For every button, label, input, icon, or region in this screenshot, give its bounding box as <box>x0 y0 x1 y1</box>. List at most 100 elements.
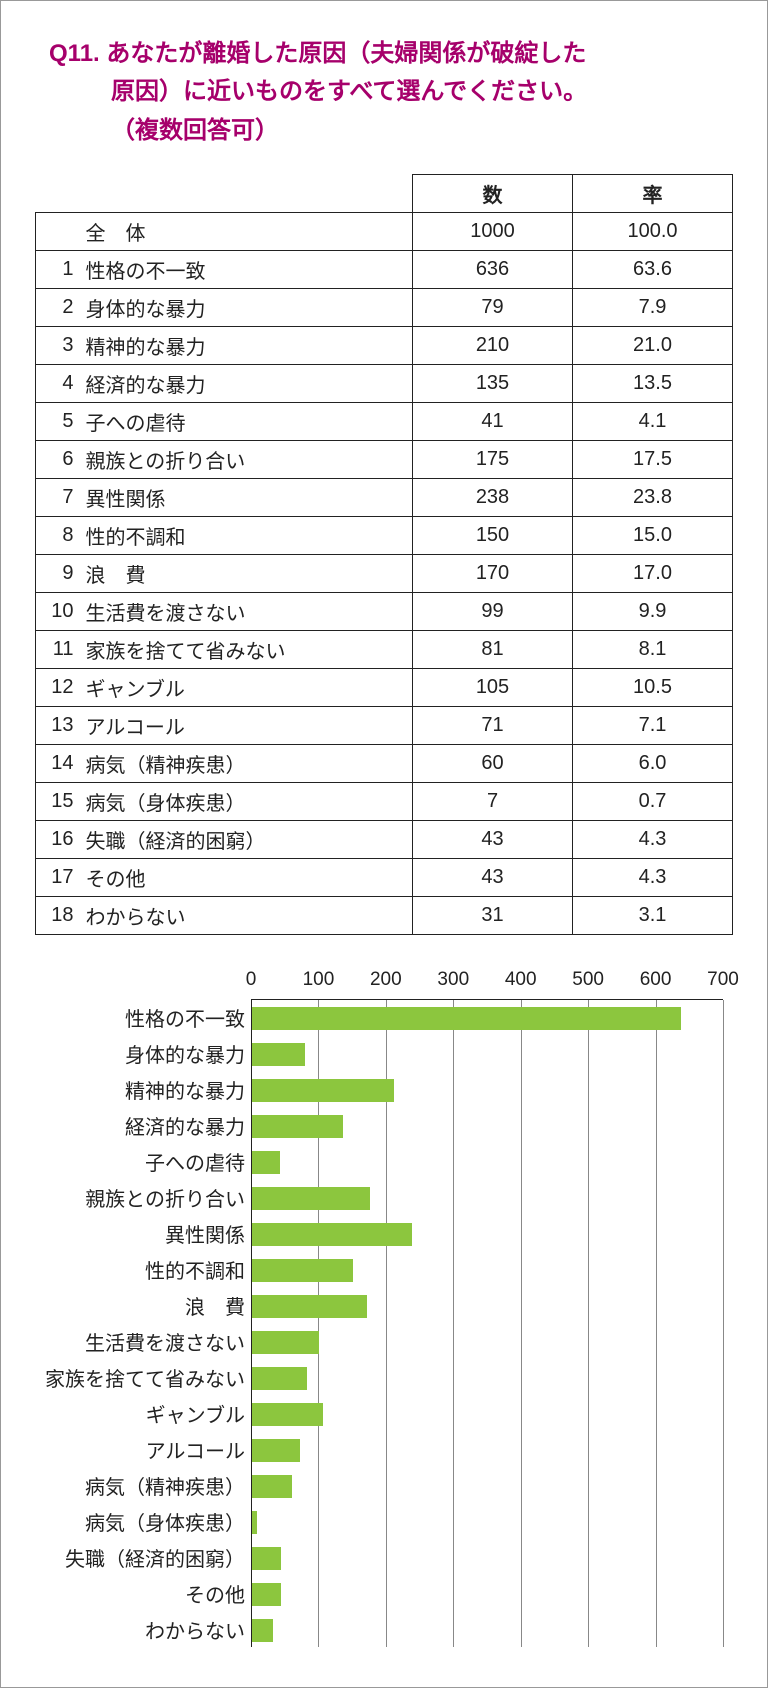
row-rate: 21.0 <box>573 327 733 365</box>
chart-category-label: ギャンブル <box>35 1395 251 1431</box>
row-label: 病気（精神疾患） <box>80 745 413 783</box>
row-count: 150 <box>413 517 573 555</box>
chart-tick-label: 400 <box>505 969 537 991</box>
row-rate: 7.1 <box>573 707 733 745</box>
table-row: 3精神的な暴力21021.0 <box>36 327 733 365</box>
row-rate: 4.3 <box>573 859 733 897</box>
chart-tick-label: 700 <box>707 969 739 991</box>
chart-bar <box>252 1619 273 1642</box>
chart-category-label: 生活費を渡さない <box>35 1323 251 1359</box>
chart-row <box>252 1216 723 1252</box>
question-title: Q11. あなたが離婚した原因（夫婦関係が破綻した 原因）に近いものをすべて選ん… <box>35 35 733 150</box>
row-idx: 18 <box>36 897 80 935</box>
chart-tick-label: 600 <box>640 969 672 991</box>
row-label: 親族との折り合い <box>80 441 413 479</box>
chart-category-label: 性的不調和 <box>35 1251 251 1287</box>
chart-category-label: 身体的な暴力 <box>35 1035 251 1071</box>
row-rate: 63.6 <box>573 251 733 289</box>
chart-tick-label: 0 <box>246 969 257 991</box>
row-idx: 9 <box>36 555 80 593</box>
row-count: 170 <box>413 555 573 593</box>
bar-chart: 性格の不一致身体的な暴力精神的な暴力経済的な暴力子への虐待親族との折り合い異性関… <box>35 969 733 1647</box>
row-label: ギャンブル <box>80 669 413 707</box>
chart-bar <box>252 1511 257 1534</box>
row-label: 異性関係 <box>80 479 413 517</box>
row-rate: 4.3 <box>573 821 733 859</box>
chart-axis-spacer <box>35 969 251 999</box>
chart-bar <box>252 1583 281 1606</box>
row-rate: 15.0 <box>573 517 733 555</box>
chart-bar <box>252 1403 323 1426</box>
chart-row <box>252 1396 723 1432</box>
row-rate: 17.5 <box>573 441 733 479</box>
row-label: アルコール <box>80 707 413 745</box>
row-rate: 6.0 <box>573 745 733 783</box>
row-idx: 2 <box>36 289 80 327</box>
row-count: 71 <box>413 707 573 745</box>
row-count: 210 <box>413 327 573 365</box>
chart-y-labels: 性格の不一致身体的な暴力精神的な暴力経済的な暴力子への虐待親族との折り合い異性関… <box>35 969 251 1647</box>
chart-row <box>252 1036 723 1072</box>
chart-category-label: 失職（経済的困窮） <box>35 1539 251 1575</box>
table-row: 6親族との折り合い17517.5 <box>36 441 733 479</box>
row-idx: 12 <box>36 669 80 707</box>
table-header-row: 数 率 <box>36 175 733 213</box>
chart-category-label: 浪 費 <box>35 1287 251 1323</box>
row-idx: 17 <box>36 859 80 897</box>
row-idx: 10 <box>36 593 80 631</box>
row-idx: 1 <box>36 251 80 289</box>
row-idx: 13 <box>36 707 80 745</box>
chart-row <box>252 1288 723 1324</box>
question-line1: あなたが離婚した原因（夫婦関係が破綻した <box>106 40 586 67</box>
chart-tick-label: 300 <box>437 969 469 991</box>
row-idx: 8 <box>36 517 80 555</box>
row-idx: 6 <box>36 441 80 479</box>
row-label: 浪 費 <box>80 555 413 593</box>
chart-category-label: 性格の不一致 <box>35 999 251 1035</box>
table-row: 2身体的な暴力797.9 <box>36 289 733 327</box>
survey-page: Q11. あなたが離婚した原因（夫婦関係が破綻した 原因）に近いものをすべて選ん… <box>0 0 768 1688</box>
row-label: 性格の不一致 <box>80 251 413 289</box>
row-rate: 7.9 <box>573 289 733 327</box>
chart-category-label: アルコール <box>35 1431 251 1467</box>
row-label: 病気（身体疾患） <box>80 783 413 821</box>
row-idx: 7 <box>36 479 80 517</box>
table-row: 12ギャンブル10510.5 <box>36 669 733 707</box>
table-row: 10生活費を渡さない999.9 <box>36 593 733 631</box>
chart-bar <box>252 1259 353 1282</box>
row-count: 99 <box>413 593 573 631</box>
table-row: 4経済的な暴力13513.5 <box>36 365 733 403</box>
chart-bar <box>252 1079 394 1102</box>
row-label: 身体的な暴力 <box>80 289 413 327</box>
chart-category-label: 精神的な暴力 <box>35 1071 251 1107</box>
row-count: 7 <box>413 783 573 821</box>
chart-row <box>252 1108 723 1144</box>
chart-row <box>252 1324 723 1360</box>
row-rate: 0.7 <box>573 783 733 821</box>
table-row: 5子への虐待414.1 <box>36 403 733 441</box>
total-count: 1000 <box>413 213 573 251</box>
chart-gridline <box>723 1000 724 1647</box>
chart-row <box>252 1540 723 1576</box>
row-count: 43 <box>413 821 573 859</box>
chart-bar <box>252 1043 305 1066</box>
chart-row <box>252 1360 723 1396</box>
total-label: 全 体 <box>80 213 413 251</box>
row-idx: 14 <box>36 745 80 783</box>
row-rate: 17.0 <box>573 555 733 593</box>
chart-category-label: 病気（身体疾患） <box>35 1503 251 1539</box>
header-rate: 率 <box>573 175 733 213</box>
chart-row <box>252 1000 723 1036</box>
chart-row <box>252 1432 723 1468</box>
chart-bar <box>252 1115 343 1138</box>
row-count: 41 <box>413 403 573 441</box>
row-rate: 8.1 <box>573 631 733 669</box>
chart-category-label: 経済的な暴力 <box>35 1107 251 1143</box>
row-label: 子への虐待 <box>80 403 413 441</box>
chart-plot <box>251 999 723 1647</box>
table-row: 16失職（経済的困窮）434.3 <box>36 821 733 859</box>
table-row: 17その他434.3 <box>36 859 733 897</box>
chart-category-label: 家族を捨てて省みない <box>35 1359 251 1395</box>
chart-category-label: わからない <box>35 1611 251 1647</box>
row-rate: 3.1 <box>573 897 733 935</box>
